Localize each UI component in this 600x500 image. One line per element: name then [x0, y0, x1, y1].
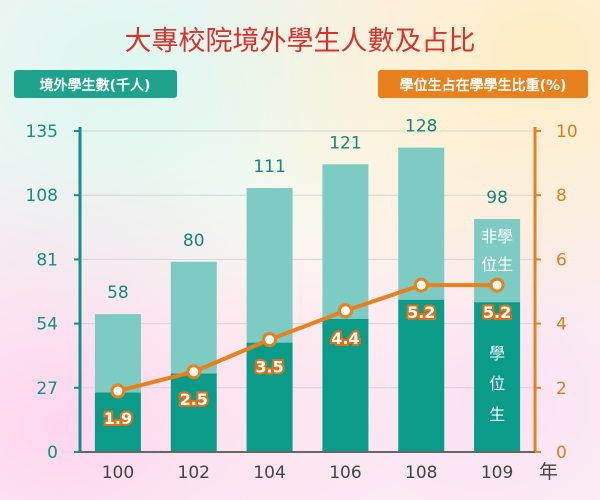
x-tick-label: 106 [329, 463, 361, 483]
line-point [337, 303, 353, 319]
total-label: 80 [183, 231, 205, 251]
non-degree-label-line2: 位生 [481, 255, 513, 274]
line-point [186, 364, 202, 380]
line-path [117, 283, 498, 393]
right-tick-label: 2 [556, 379, 567, 399]
right-tick-label: 8 [556, 186, 567, 206]
line-value-label: 5.2 [483, 303, 511, 322]
left-tick-label: 135 [26, 122, 58, 142]
line-point [262, 332, 278, 348]
bar-degree [398, 299, 445, 452]
bar-non-degree [246, 188, 293, 343]
bars [94, 147, 521, 452]
x-tick-label: 100 [102, 463, 134, 483]
x-tick-label: 102 [178, 463, 210, 483]
bar-non-degree [170, 261, 217, 374]
x-tick-label: 109 [481, 463, 513, 483]
axes: 0 27 54 81 108 135 0 2 4 6 8 10 100 102 104 106 108 109 年 [26, 122, 578, 483]
line-value-label: 1.9 [104, 409, 132, 428]
line-value-label: 5.2 [407, 303, 435, 322]
bar-non-degree [94, 314, 141, 393]
bar-degree [170, 373, 217, 452]
x-unit-label: 年 [539, 461, 558, 483]
right-axis-label: 學位生占在學學生比重(%) [400, 77, 567, 94]
left-axis-label: 境外學生數(千人) [40, 77, 151, 94]
left-tick-label: 0 [47, 443, 58, 463]
bar-non-degree [398, 147, 445, 300]
line-point [110, 383, 126, 399]
line-value-label: 4.4 [331, 329, 359, 348]
line-point [413, 277, 429, 293]
left-tick-label: 27 [36, 379, 58, 399]
grid [80, 130, 535, 389]
line-value-label: 3.5 [255, 358, 283, 377]
bar-non-degree [322, 164, 369, 319]
chart-title: 大專校院境外學生人數及占比 [125, 26, 476, 57]
total-label: 98 [486, 188, 508, 208]
bar-degree [94, 392, 141, 452]
left-tick-label: 54 [36, 315, 58, 335]
bar-degree [474, 302, 521, 452]
right-tick-label: 6 [556, 250, 567, 270]
degree-label-char: 學 [489, 344, 505, 363]
bar-degree [246, 342, 293, 452]
right-axis-badge [378, 70, 588, 98]
line-value-label: 2.5 [180, 390, 208, 409]
left-tick-label: 108 [26, 186, 58, 206]
degree-label-char: 位 [489, 374, 505, 393]
left-tick-label: 81 [36, 250, 58, 270]
total-label: 121 [329, 133, 361, 153]
total-label: 128 [405, 117, 437, 137]
x-tick-label: 104 [253, 463, 285, 483]
degree-label-char: 生 [489, 405, 505, 424]
line-point [489, 277, 505, 293]
x-tick-label: 108 [405, 463, 437, 483]
right-tick-label: 4 [556, 315, 567, 335]
left-axis-badge [14, 70, 177, 98]
total-label: 58 [107, 283, 129, 303]
total-label: 111 [253, 157, 285, 177]
bar-degree [322, 318, 369, 452]
right-tick-label: 0 [556, 443, 567, 463]
line-series: 1.9 2.5 3.5 4.4 5.2 5.2 [102, 277, 513, 430]
non-degree-label-line1: 非學 [481, 227, 513, 246]
right-tick-label: 10 [556, 122, 578, 142]
